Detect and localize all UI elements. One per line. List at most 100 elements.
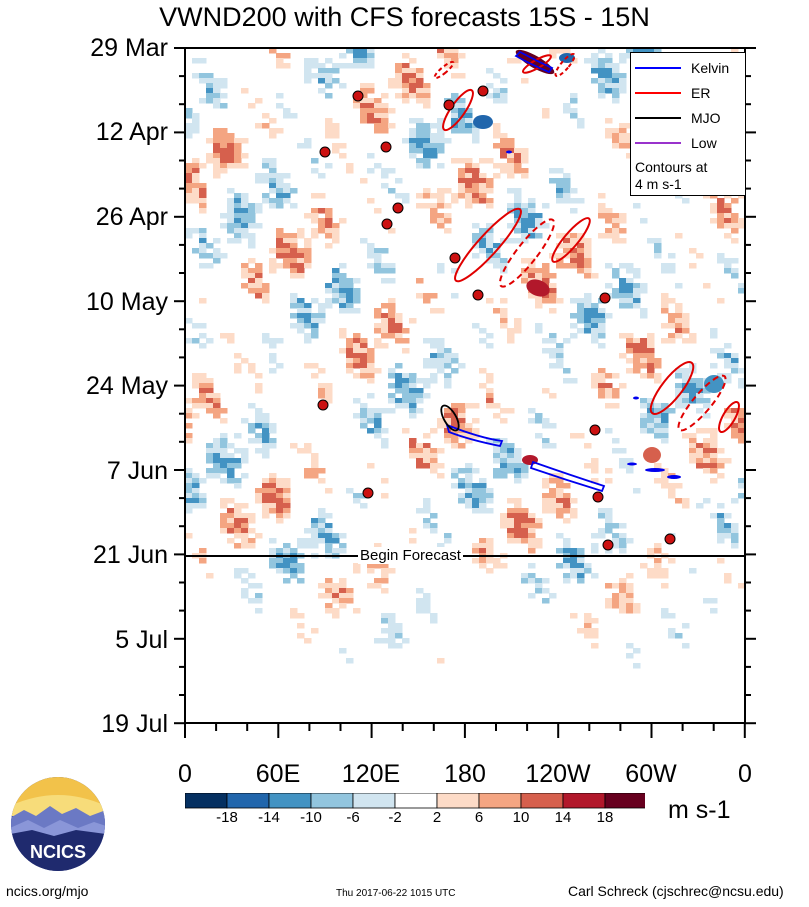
anomaly-cell <box>367 353 375 359</box>
anomaly-cell <box>374 408 382 414</box>
anomaly-cell <box>591 58 599 64</box>
anomaly-cell <box>423 143 431 149</box>
anomaly-cell <box>325 288 333 294</box>
anomaly-cell <box>570 238 578 244</box>
anomaly-cell <box>437 138 445 144</box>
anomaly-cell <box>570 313 578 319</box>
anomaly-cell <box>430 453 438 459</box>
ncics-logo[interactable]: NCICS <box>10 776 106 872</box>
anomaly-cell <box>472 488 480 494</box>
anomaly-cell <box>731 258 739 264</box>
anomaly-cell <box>549 288 557 294</box>
anomaly-cell <box>227 518 235 524</box>
anomaly-cell <box>360 113 368 119</box>
anomaly-cell <box>304 238 312 244</box>
anomaly-cell <box>276 253 284 259</box>
anomaly-cell <box>710 208 718 214</box>
anomaly-cell <box>542 273 550 279</box>
anomaly-cell <box>346 368 354 374</box>
anomaly-cell <box>549 338 557 344</box>
anomaly-cell <box>325 298 333 304</box>
anomaly-cell <box>598 378 606 384</box>
anomaly-cell <box>563 48 571 54</box>
anomaly-cell <box>318 313 326 319</box>
anomaly-cell <box>458 173 466 179</box>
anomaly-cell <box>521 228 529 234</box>
anomaly-cell <box>731 353 739 359</box>
anomaly-cell <box>213 443 221 449</box>
anomaly-cell <box>465 188 473 194</box>
anomaly-cell <box>255 263 263 269</box>
anomaly-cell <box>241 568 249 574</box>
footer-url[interactable]: ncics.org/mjo <box>6 883 89 899</box>
colorbar-label: -18 <box>216 809 238 826</box>
anomaly-cell <box>311 533 319 539</box>
anomaly-cell <box>731 218 739 224</box>
anomaly-cell <box>416 118 424 124</box>
anomaly-cell <box>633 663 641 669</box>
anomaly-cell <box>542 493 550 499</box>
anomaly-cell <box>472 243 480 249</box>
cyclone-icon <box>362 487 374 499</box>
anomaly-cell <box>353 493 361 499</box>
anomaly-cell <box>402 638 410 644</box>
anomaly-cell <box>283 488 291 494</box>
anomaly-cell <box>192 198 200 204</box>
cyclone-icon <box>317 399 329 411</box>
anomaly-cell <box>269 368 277 374</box>
anomaly-cell <box>493 243 501 249</box>
anomaly-cell <box>262 513 270 519</box>
anomaly-cell <box>374 368 382 374</box>
anomaly-cell <box>213 138 221 144</box>
anomaly-cell <box>353 608 361 614</box>
anomaly-cell <box>220 213 228 219</box>
anomaly-cell <box>500 468 508 474</box>
er-contour <box>554 52 576 78</box>
anomaly-cell <box>584 443 592 449</box>
anomaly-cell <box>423 123 431 129</box>
anomaly-cell <box>689 438 697 444</box>
anomaly-cell <box>430 428 438 434</box>
anomaly-cell <box>325 393 333 399</box>
anomaly-cell <box>682 198 690 204</box>
anomaly-cell <box>577 328 585 334</box>
anomaly-cell <box>409 128 417 134</box>
anomaly-cell <box>738 413 745 419</box>
anomaly-cell <box>409 403 417 409</box>
anomaly-cell <box>360 93 368 99</box>
anomaly-cell <box>465 158 473 164</box>
anomaly-cell <box>668 298 676 304</box>
anomaly-cell <box>262 423 270 429</box>
anomaly-cell <box>234 138 242 144</box>
anomaly-cell <box>696 383 704 389</box>
anomaly-cell <box>605 373 613 379</box>
anomaly-cell <box>423 133 431 139</box>
anomaly-cell <box>262 293 270 299</box>
legend-swatch <box>635 67 681 69</box>
anomaly-cell <box>619 608 627 614</box>
anomaly-cell <box>374 578 382 584</box>
anomaly-cell <box>528 533 536 539</box>
anomaly-cell <box>206 88 214 94</box>
anomaly-cell <box>220 528 228 534</box>
anomaly-cell <box>472 253 480 259</box>
anomaly-cell <box>255 433 263 439</box>
anomaly-cell <box>374 563 382 569</box>
anomaly-cell <box>675 388 683 394</box>
anomaly-cell <box>612 438 620 444</box>
anomaly-cell <box>423 518 431 524</box>
anomaly-cell <box>549 273 557 279</box>
anomaly-cell <box>507 453 515 459</box>
anomaly-cell <box>206 388 214 394</box>
anomaly-cell <box>290 573 298 579</box>
anomaly-cell <box>241 203 249 209</box>
anomaly-cell <box>283 53 291 59</box>
anomaly-cell <box>570 573 578 579</box>
anomaly-cell <box>493 93 501 99</box>
anomaly-cell <box>304 258 312 264</box>
anomaly-cell <box>346 338 354 344</box>
anomaly-cell <box>283 568 291 574</box>
anomaly-cell <box>220 453 228 459</box>
anomaly-cell <box>283 233 291 239</box>
anomaly-cell <box>304 303 312 309</box>
